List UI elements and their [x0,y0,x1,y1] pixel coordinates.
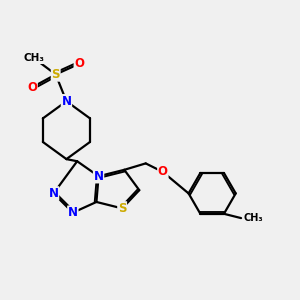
Text: O: O [27,81,37,94]
Text: N: N [68,206,78,219]
Text: O: O [74,57,84,70]
Text: O: O [158,166,168,178]
Text: N: N [61,95,71,108]
Text: S: S [118,202,126,215]
Text: CH₃: CH₃ [24,53,45,63]
Text: S: S [52,68,60,81]
Text: N: N [49,187,58,200]
Text: N: N [94,170,103,183]
Text: CH₃: CH₃ [243,213,263,223]
